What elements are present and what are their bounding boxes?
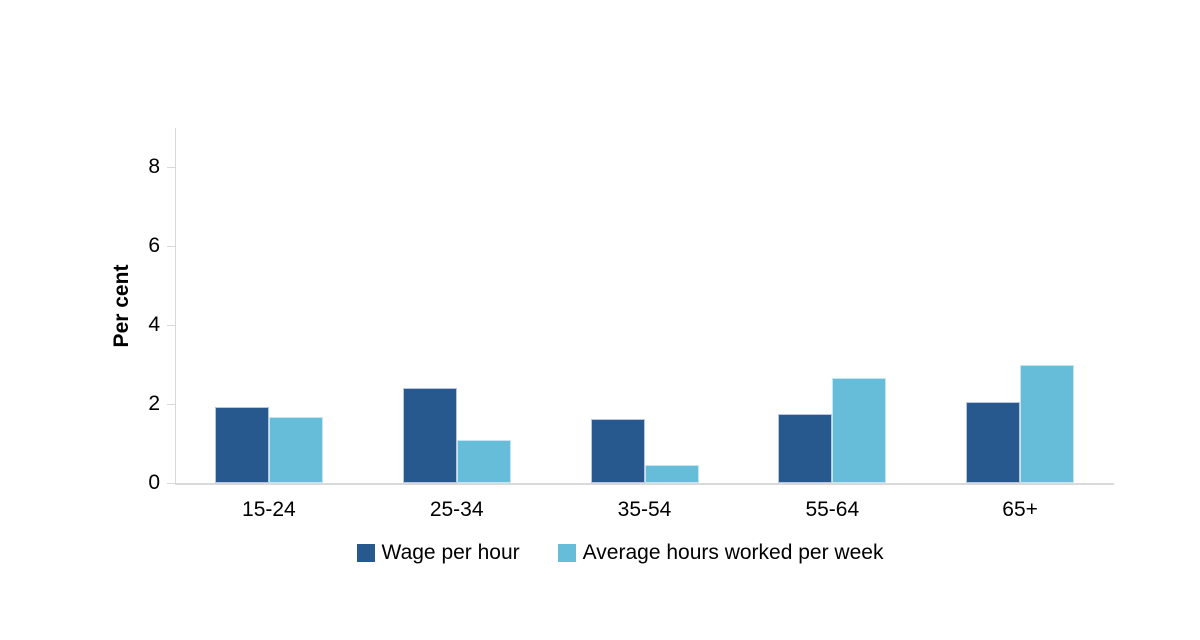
- legend-label: Average hours worked per week: [582, 541, 884, 564]
- y-tick-mark: [167, 166, 175, 168]
- bar-average-hours-worked-per-week-15-24: [268, 416, 323, 483]
- y-tick-label: 6: [148, 234, 160, 258]
- legend-label: Wage per hour: [381, 541, 520, 564]
- y-tick-mark: [167, 324, 175, 326]
- x-category-label: 65+: [1002, 498, 1038, 521]
- y-tick-mark: [167, 245, 175, 247]
- y-tick-label: 0: [148, 471, 160, 494]
- y-tick-mark: [167, 482, 175, 484]
- legend-swatch-icon: [356, 544, 375, 562]
- bar-average-hours-worked-per-week-55-64: [832, 378, 887, 483]
- y-tick-label: 2: [148, 392, 160, 416]
- legend: Wage per hour Average hours worked per we…: [40, 541, 1200, 565]
- bar-wage-per-hour-35-54: [590, 418, 645, 483]
- y-tick-label: 4: [148, 313, 160, 337]
- x-category-label: 15-24: [242, 498, 296, 521]
- x-category-label: 25-34: [429, 498, 484, 521]
- bar-wage-per-hour-25-34: [402, 387, 457, 483]
- legend-swatch-icon: [557, 544, 576, 562]
- x-category-label: 35-54: [617, 498, 672, 521]
- bar-wage-per-hour-65+: [966, 402, 1021, 483]
- bar-wage-per-hour-15-24: [214, 406, 269, 483]
- legend-item: Wage per hour: [356, 541, 520, 565]
- y-axis-line: [175, 128, 176, 483]
- bar-average-hours-worked-per-week-65+: [1020, 364, 1075, 483]
- x-category-label: 55-64: [805, 498, 860, 521]
- bar-wage-per-hour-55-64: [778, 413, 833, 483]
- bar-average-hours-worked-per-week-35-54: [644, 465, 699, 483]
- legend-item: Average hours worked per week: [557, 541, 884, 565]
- y-tick-mark: [167, 403, 175, 405]
- y-tick-label: 8: [148, 155, 160, 179]
- x-axis-line: [175, 483, 1114, 485]
- bar-average-hours-worked-per-week-25-34: [456, 440, 511, 483]
